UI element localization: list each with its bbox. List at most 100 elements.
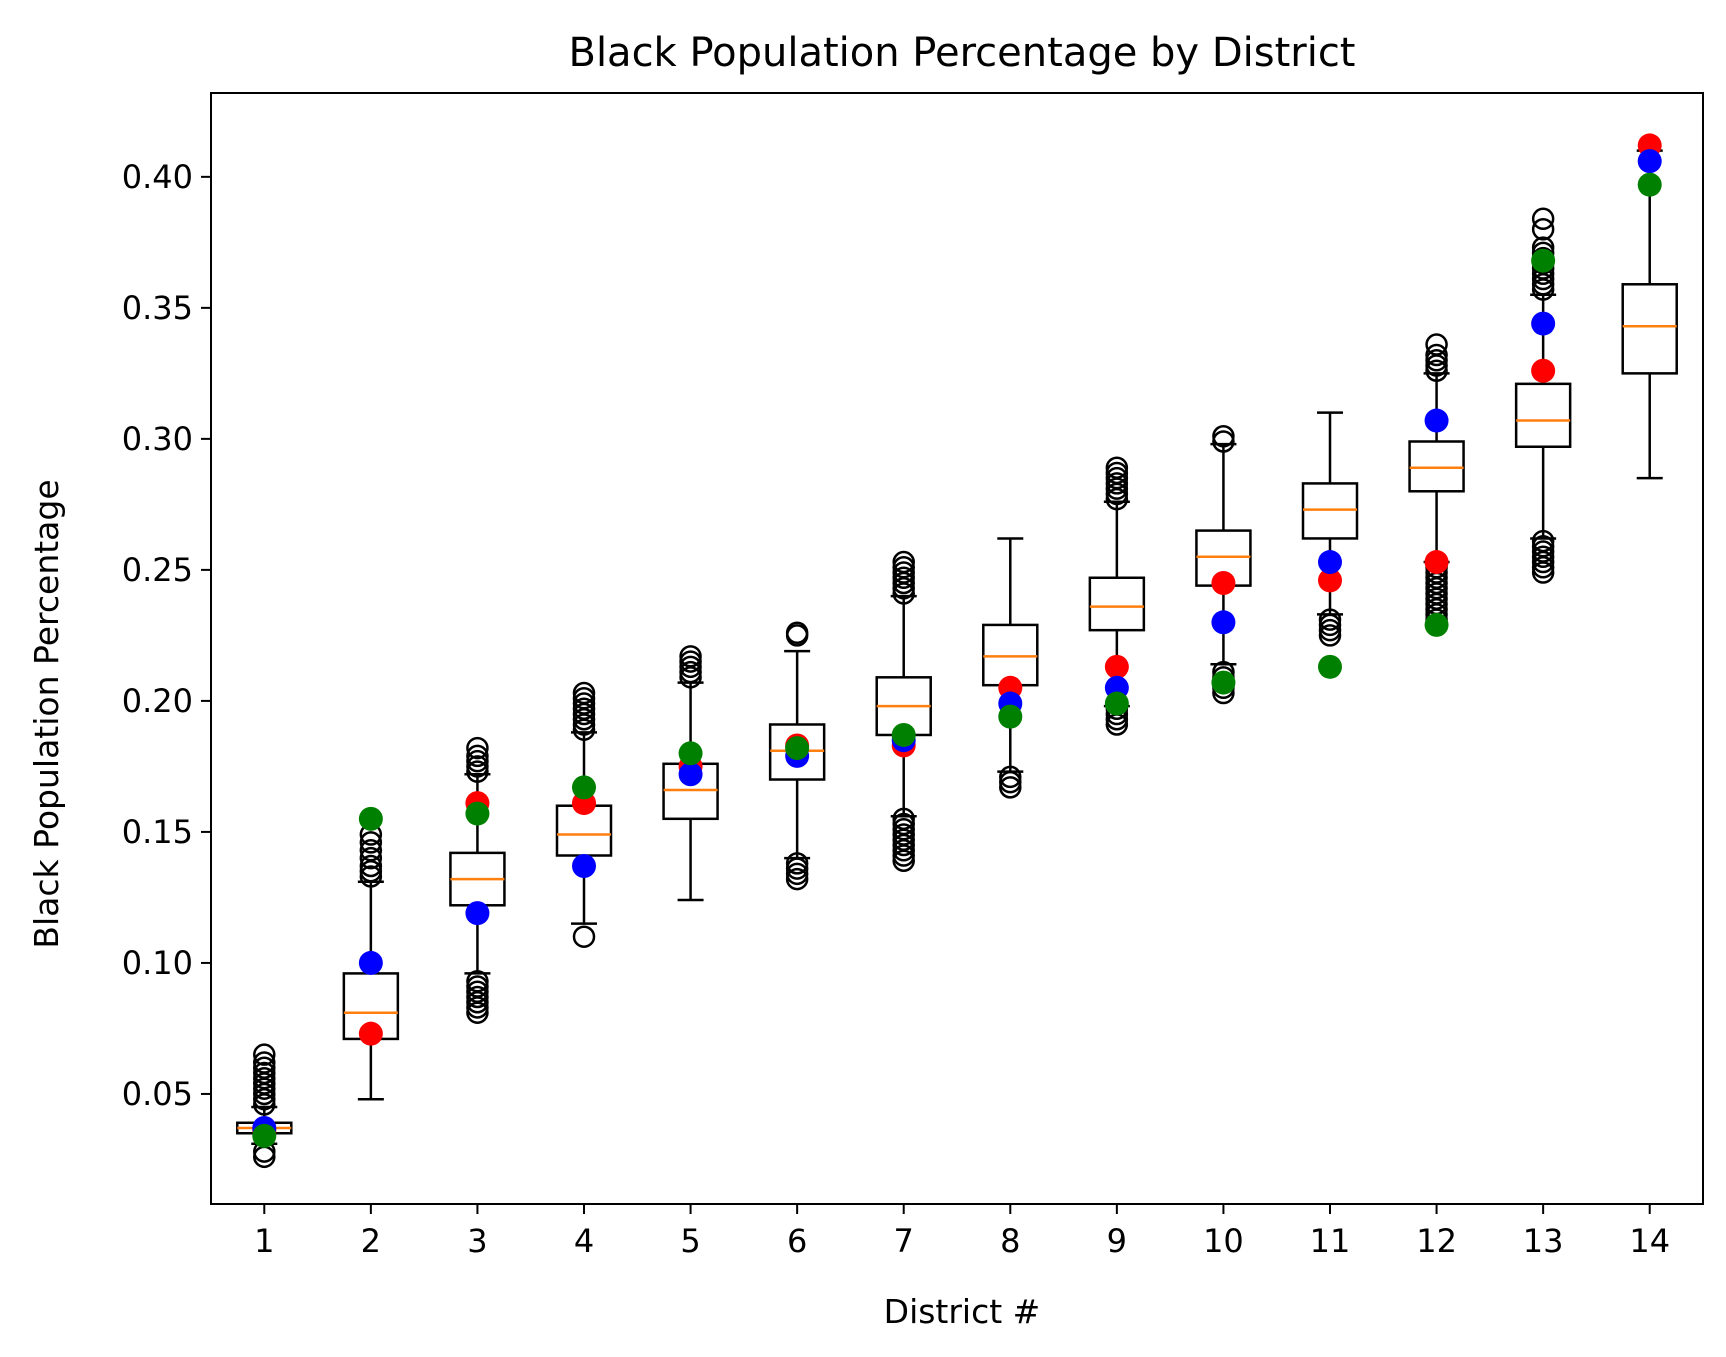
x-tick-label: 11 <box>1310 1222 1351 1260</box>
y-tick-label: 0.25 <box>122 551 193 589</box>
highlight-point-blue <box>1531 311 1556 336</box>
highlight-point-blue <box>572 853 596 878</box>
outlier-point <box>253 1066 276 1090</box>
outlier-point <box>359 839 383 862</box>
box-iqr <box>1514 382 1572 448</box>
highlight-point-red <box>1211 570 1236 595</box>
highlight-point-green <box>1637 172 1662 197</box>
y-axis-label: Black Population Percentage <box>27 479 66 948</box>
highlight-point-green <box>891 722 916 747</box>
outlier-point <box>1531 540 1555 563</box>
outlier-point <box>359 865 383 888</box>
highlight-point-green <box>785 736 810 761</box>
outlier-point <box>785 857 809 880</box>
outlier-point <box>466 985 489 1009</box>
x-tick-label: 10 <box>1203 1222 1244 1260</box>
x-tick-label: 13 <box>1523 1222 1564 1260</box>
highlight-points-district-14 <box>1637 133 1662 197</box>
outlier-point <box>1531 529 1555 553</box>
highlight-point-red <box>1104 654 1129 679</box>
x-tick-label: 5 <box>680 1222 700 1260</box>
x-tick-label: 8 <box>1000 1222 1020 1260</box>
outlier-point <box>1425 349 1448 372</box>
outlier-point <box>1318 618 1342 642</box>
x-tick-label: 14 <box>1629 1222 1670 1260</box>
outlier-point <box>1105 466 1129 490</box>
highlight-points-district-1 <box>252 1116 277 1148</box>
outlier-point <box>892 556 915 579</box>
outlier-point <box>466 736 489 760</box>
y-tick-label: 0.10 <box>122 944 193 982</box>
outlier-point <box>466 749 489 773</box>
x-axis: 1 2 3 4 5 6 7 8 9 10 11 12 13 14 <box>254 1204 1670 1260</box>
highlight-point-blue <box>678 762 703 787</box>
highlight-point-green <box>998 704 1023 729</box>
highlight-point-blue <box>465 901 490 926</box>
x-tick-label: 7 <box>894 1222 914 1260</box>
outlier-point <box>572 925 596 948</box>
outlier-point <box>572 687 596 710</box>
highlight-point-green <box>465 801 490 826</box>
outlier-point <box>1318 624 1342 647</box>
highlight-point-green <box>252 1123 277 1148</box>
highlight-points-district-10 <box>1211 570 1236 695</box>
outlier-point <box>892 566 915 590</box>
box-iqr <box>1621 283 1678 375</box>
highlight-point-red <box>1424 550 1449 575</box>
outlier-point <box>466 760 489 783</box>
outlier-point <box>466 755 489 778</box>
y-tick-label: 0.15 <box>122 813 193 851</box>
outlier-point <box>785 862 809 886</box>
outlier-point <box>1212 425 1235 448</box>
outlier-point <box>999 765 1022 789</box>
outlier-point <box>466 975 489 998</box>
box-iqr <box>982 623 1039 687</box>
box-group-district-12 <box>1408 333 1465 637</box>
highlight-point-blue <box>1318 550 1342 575</box>
highlight-points-district-7 <box>891 722 916 758</box>
outlier-point <box>999 770 1022 794</box>
highlight-points-district-11 <box>1318 550 1342 679</box>
x-axis-label: District # <box>884 1292 1041 1331</box>
x-tick-label: 6 <box>787 1222 807 1260</box>
y-tick-label: 0.40 <box>122 158 193 196</box>
outlier-point <box>679 655 702 679</box>
outlier-point <box>253 1061 276 1085</box>
outlier-point <box>1531 545 1555 569</box>
outlier-point <box>1531 207 1555 231</box>
highlight-point-blue <box>1637 149 1662 174</box>
highlight-point-green <box>1104 691 1129 716</box>
outlier-point <box>1531 218 1555 241</box>
highlight-point-red <box>1531 358 1556 383</box>
outlier-point <box>359 846 383 870</box>
plot-area <box>236 133 1678 1169</box>
outlier-point <box>892 818 915 841</box>
highlight-point-green <box>1424 612 1449 637</box>
highlight-point-green <box>358 806 383 831</box>
highlight-point-green <box>1531 248 1556 273</box>
outlier-point <box>1425 333 1448 356</box>
outlier-point <box>1425 343 1448 367</box>
y-tick-label: 0.30 <box>122 420 193 458</box>
highlight-points-district-13 <box>1531 248 1556 383</box>
outlier-point <box>572 681 596 705</box>
highlight-point-green <box>1318 654 1342 679</box>
box-iqr <box>1088 576 1146 632</box>
outlier-point <box>1105 456 1129 479</box>
outlier-point <box>1531 535 1555 558</box>
outlier-point <box>785 852 809 875</box>
outlier-point <box>572 692 596 715</box>
highlight-point-blue <box>1424 408 1449 433</box>
outlier-point <box>892 812 915 836</box>
outlier-point <box>1425 359 1448 382</box>
outlier-point <box>892 561 915 584</box>
x-tick-label: 12 <box>1416 1222 1457 1260</box>
x-tick-label: 2 <box>361 1222 381 1260</box>
outlier-point <box>1318 608 1342 631</box>
highlight-point-blue <box>1211 610 1236 635</box>
x-tick-label: 9 <box>1107 1222 1127 1260</box>
highlight-points-district-3 <box>465 791 490 926</box>
outlier-point <box>785 867 809 891</box>
